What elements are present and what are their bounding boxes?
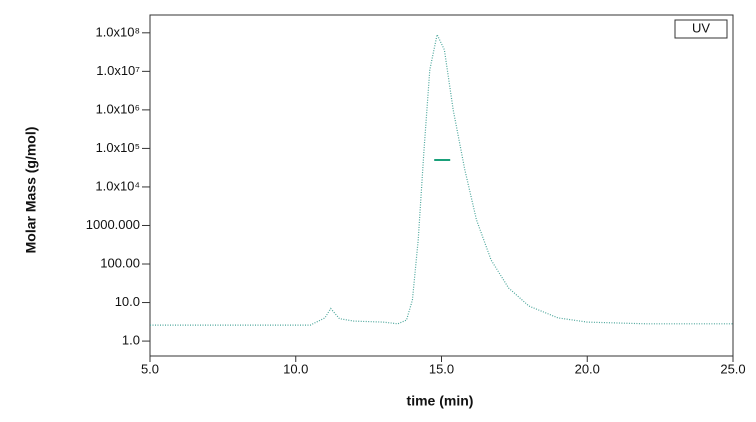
y-tick-label: 10.0 bbox=[115, 294, 140, 309]
y-axis-label: Molar Mass (g/mol) bbox=[23, 127, 39, 254]
x-tick-label: 25.0 bbox=[720, 361, 745, 376]
legend-label: UV bbox=[692, 20, 710, 35]
uv-trace bbox=[150, 32, 733, 326]
x-tick-label: 10.0 bbox=[283, 361, 308, 376]
y-tick-label: 1.0x10⁸ bbox=[95, 24, 140, 39]
x-tick-label: 20.0 bbox=[575, 361, 600, 376]
x-tick-label: 5.0 bbox=[141, 361, 159, 376]
y-tick-label: 1000.000 bbox=[86, 217, 140, 232]
y-tick-label: 1.0x10⁴ bbox=[95, 178, 140, 193]
x-tick-label: 15.0 bbox=[429, 361, 454, 376]
y-tick-label: 1.0 bbox=[122, 333, 140, 348]
y-tick-label: 1.0x10⁶ bbox=[96, 101, 140, 116]
legend-box bbox=[674, 19, 728, 39]
y-tick-label: 1.0x10⁷ bbox=[96, 63, 140, 78]
x-axis-label: time (min) bbox=[407, 393, 474, 409]
y-tick-label: 100.00 bbox=[100, 255, 140, 270]
plot-frame bbox=[149, 14, 734, 357]
y-tick-label: 1.0x10⁵ bbox=[96, 140, 140, 155]
